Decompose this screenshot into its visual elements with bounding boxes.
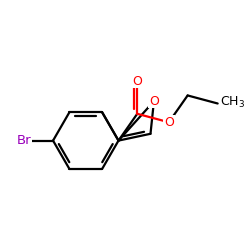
Text: Br: Br <box>16 134 31 147</box>
Text: CH$_3$: CH$_3$ <box>220 95 246 110</box>
Text: O: O <box>149 95 159 108</box>
Text: O: O <box>164 116 174 129</box>
Text: O: O <box>132 74 142 88</box>
